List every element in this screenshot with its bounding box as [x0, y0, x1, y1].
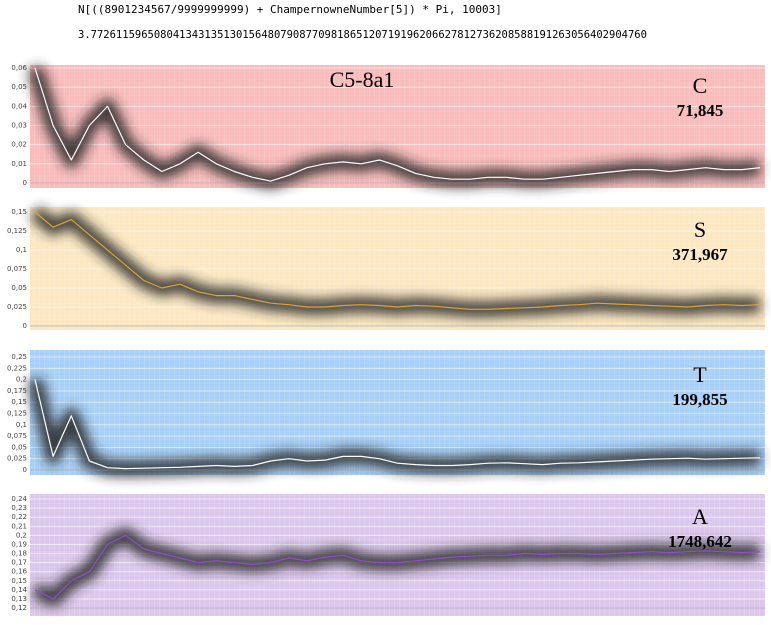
y-tick-label: 0,12 [11, 604, 27, 612]
series-letter: S [694, 217, 706, 242]
y-tick-label: 0 [23, 322, 27, 330]
series-line [34, 67, 761, 182]
y-tick-label: 0,125 [7, 410, 27, 418]
y-tick-label: 0,075 [7, 265, 27, 273]
series-line [34, 211, 761, 310]
series-letter: T [693, 362, 707, 387]
y-tick-label: 0,05 [11, 83, 27, 91]
series-line [34, 534, 761, 600]
y-tick-label: 0,04 [11, 102, 27, 110]
y-tick-label: 0,075 [7, 432, 27, 440]
y-tick-label: 0,17 [11, 559, 27, 567]
y-tick-label: 0,15 [11, 398, 27, 406]
y-tick-label: 0,175 [7, 387, 27, 395]
y-tick-label: 0,2 [16, 531, 27, 539]
y-tick-label: 0,25 [11, 353, 27, 361]
y-tick-label: 0,2 [16, 376, 27, 384]
y-tick-label: 0,16 [11, 568, 27, 576]
y-tick-label: 0,025 [7, 303, 27, 311]
series-count: 371,967 [672, 245, 728, 264]
y-tick-label: 0,025 [7, 455, 27, 463]
y-tick-label: 0,15 [11, 577, 27, 585]
series-line [34, 379, 761, 470]
series-letter: A [692, 504, 708, 529]
y-tick-label: 0,06 [11, 64, 27, 72]
y-tick-label: 0,05 [11, 284, 27, 292]
output-number: 3.77261159650804134313513015648079087709… [78, 29, 647, 41]
chart-title: C5-8a1 [330, 67, 395, 92]
y-tick-label: 0,24 [11, 495, 27, 503]
y-tick-label: 0,03 [11, 122, 27, 130]
y-tick-label: 0,225 [7, 364, 27, 372]
y-tick-label: 0,23 [11, 504, 27, 512]
y-tick-label: 0,18 [11, 550, 27, 558]
y-tick-label: 0,1 [16, 246, 27, 254]
y-tick-label: 0,05 [11, 443, 27, 451]
series-count: 71,845 [677, 101, 724, 120]
y-tick-label: 0,15 [11, 208, 27, 216]
y-tick-label: 0 [23, 466, 27, 474]
y-tick-label: 0,01 [11, 160, 27, 168]
y-tick-label: 0,14 [11, 586, 27, 594]
y-tick-label: 0,19 [11, 540, 27, 548]
input-code: N[((8901234567/9999999999) + Champernown… [78, 3, 502, 16]
y-tick-label: 0,02 [11, 141, 27, 149]
y-tick-label: 0,1 [16, 421, 27, 429]
series-count: 199,855 [672, 390, 727, 409]
series-count: 1748,642 [668, 532, 732, 551]
y-tick-label: 0,125 [7, 227, 27, 235]
series-letter: C [693, 73, 708, 98]
y-tick-label: 0 [23, 179, 27, 187]
y-tick-label: 0,22 [11, 513, 27, 521]
y-tick-label: 0,13 [11, 595, 27, 603]
y-tick-label: 0,21 [11, 522, 27, 530]
